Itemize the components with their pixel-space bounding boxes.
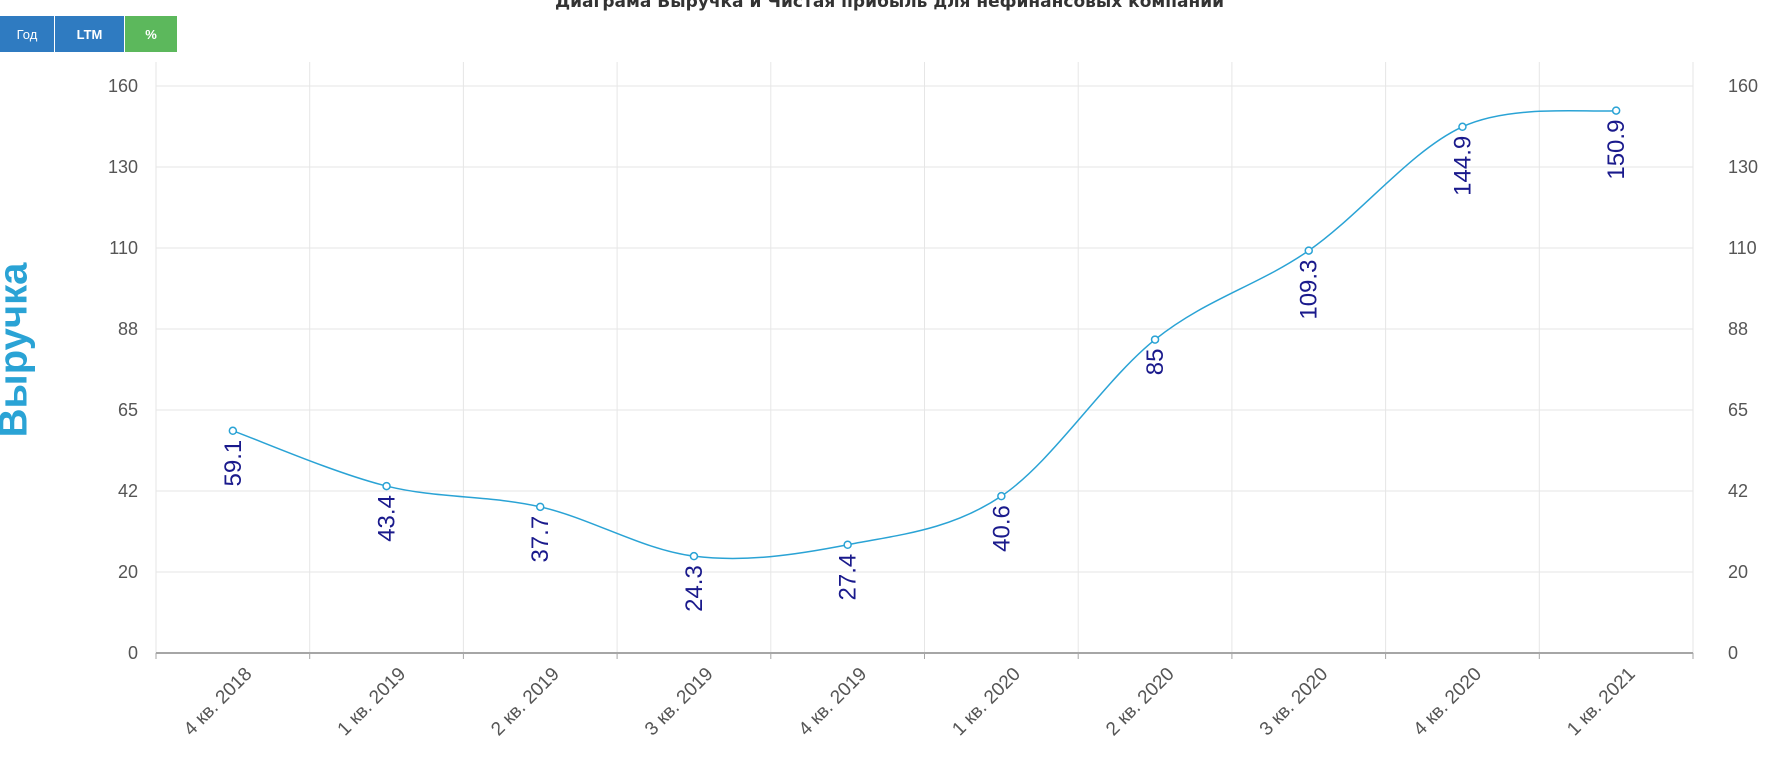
data-label: 40.6 — [988, 505, 1015, 552]
data-label: 150.9 — [1603, 120, 1630, 180]
x-tick-label: 3 кв. 2019 — [641, 664, 717, 740]
data-label: 43.4 — [374, 495, 401, 542]
data-point — [1611, 106, 1621, 115]
data-label: 109.3 — [1296, 260, 1323, 320]
y-tick-label-left: 88 — [118, 319, 138, 339]
y-tick-label-right: 130 — [1728, 157, 1758, 177]
y-tick-label-left: 0 — [128, 643, 138, 663]
x-tick-label: 1 кв. 2021 — [1563, 664, 1639, 740]
year-button[interactable]: Год — [0, 16, 54, 52]
y-tick-label-left: 160 — [108, 76, 138, 96]
y-tick-label-right: 0 — [1728, 643, 1738, 663]
x-tick-label: 2 кв. 2019 — [487, 664, 563, 740]
y-tick-label-right: 110 — [1728, 238, 1757, 258]
y-tick-label-right: 88 — [1728, 319, 1748, 339]
x-tick-label: 4 кв. 2019 — [795, 664, 871, 740]
x-tick-label: 4 кв. 2020 — [1410, 664, 1486, 740]
data-point — [997, 491, 1006, 501]
data-point — [536, 502, 545, 512]
percent-button[interactable]: % — [125, 16, 177, 52]
x-tick-label: 4 кв. 2018 — [180, 664, 256, 740]
y-tick-label-left: 20 — [118, 562, 138, 582]
chart-title: Диаграма Выручка и Чистая прибыль для не… — [554, 0, 1225, 12]
y-tick-label-right: 20 — [1728, 562, 1748, 582]
x-tick-label: 1 кв. 2020 — [948, 664, 1024, 740]
period-button-group: Год LTM % — [0, 16, 178, 52]
data-label: 24.3 — [681, 565, 708, 612]
data-point — [1458, 122, 1467, 132]
data-point — [843, 540, 852, 550]
data-point — [382, 481, 391, 491]
data-label: 85 — [1142, 349, 1169, 376]
data-point — [228, 426, 238, 436]
data-point — [1150, 335, 1160, 344]
data-label: 144.9 — [1449, 136, 1476, 196]
ltm-button[interactable]: LTM — [55, 16, 124, 52]
x-tick-label: 2 кв. 2020 — [1102, 664, 1178, 740]
series-line — [232, 109, 1617, 560]
y-tick-label-left: 65 — [118, 400, 138, 420]
y-tick-label-right: 65 — [1728, 400, 1748, 420]
data-point — [689, 551, 699, 561]
x-tick-label: 1 кв. 2019 — [334, 664, 410, 740]
y-tick-label-left: 42 — [118, 481, 138, 501]
data-point — [1304, 246, 1313, 255]
x-tick-label: 3 кв. 2020 — [1256, 664, 1332, 740]
data-label: 59.1 — [220, 440, 247, 487]
y-tick-label-left: 110 — [109, 238, 138, 258]
y-tick-label-right: 42 — [1728, 481, 1748, 501]
y-tick-label-right: 160 — [1728, 76, 1758, 96]
data-label: 37.7 — [527, 516, 554, 563]
data-label: 27.4 — [835, 554, 862, 601]
y-tick-label-left: 130 — [108, 157, 138, 177]
